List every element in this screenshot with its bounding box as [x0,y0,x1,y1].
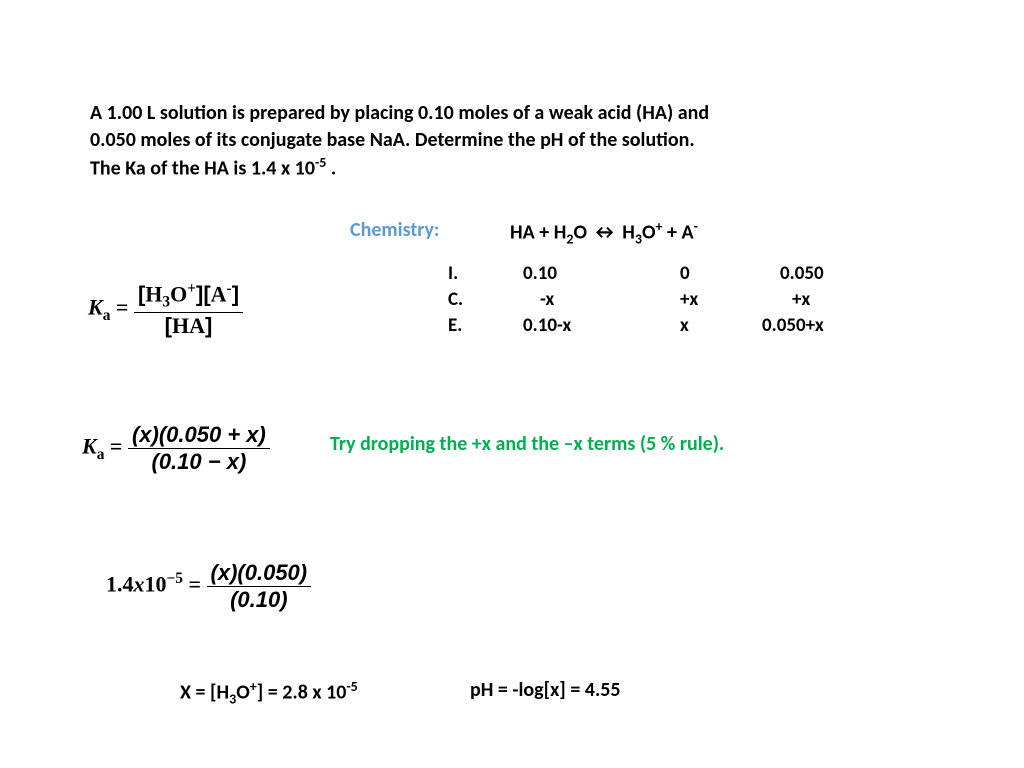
ice-initial-ha: 0.10 [523,262,557,285]
chemistry-label: Chemistry: [350,218,439,242]
ice-change-h3o: +x [680,288,698,311]
ice-initial-a: 0.050 [780,262,824,285]
problem-statement: A 1.00 L solution is prepared by placing… [90,100,934,183]
ice-equil-label: E. [448,314,462,337]
ice-initial-h3o: 0 [680,262,690,285]
ice-equil-h3o: x [680,314,689,337]
five-percent-hint: Try dropping the +x and the –x terms (5 … [330,432,724,456]
ka-simplified-formula: 1.4x10−5 = (x)(0.050) (0.10) [106,560,311,613]
ka-substituted-formula: Ka = (x)(0.050 + x) (0.10 − x) [82,422,270,475]
problem-exponent: -5 [315,154,326,171]
problem-line-2: 0.050 moles of its conjugate base NaA. D… [90,128,695,152]
ice-equil-ha: 0.10-x [523,314,571,337]
ka-definition-formula: Ka = [H3O+][A-] [HA] [88,280,243,339]
chemical-equation: HA + H2O ↔ H3O+ + A- [510,218,698,248]
ice-initial-label: I. [448,262,458,285]
ice-change-ha: -x [540,288,554,311]
ice-change-label: C. [448,288,463,311]
x-answer: X = [H3O+] = 2.8 x 10-5 [180,678,358,708]
ice-change-a: +x [792,288,810,311]
problem-line-1: A 1.00 L solution is prepared by placing… [90,101,709,125]
ph-answer: pH = -log[x] = 4.55 [470,678,621,702]
problem-line-3-pre: The Ka of the HA is 1.4 x 10 [90,157,315,181]
problem-line-3-post: . [326,157,336,181]
ice-equil-a: 0.050+x [762,314,824,337]
